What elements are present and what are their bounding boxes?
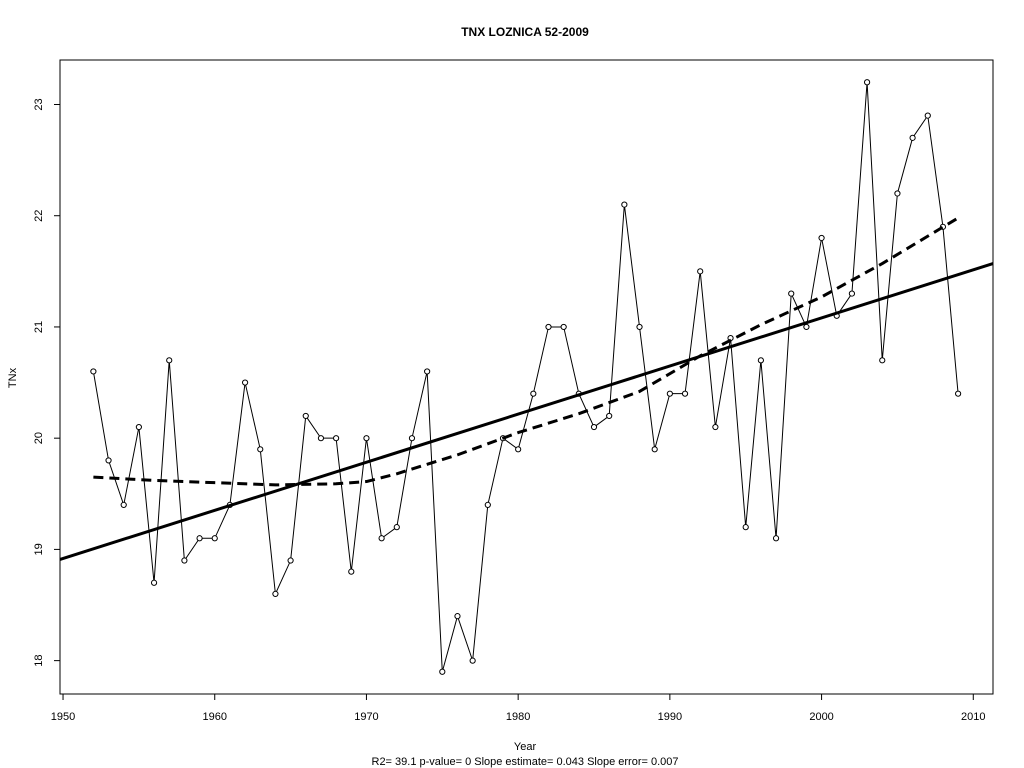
y-tick-label: 18 <box>33 655 45 667</box>
x-tick-label: 1960 <box>202 711 226 723</box>
tnx-data-point <box>863 79 871 86</box>
tnx-data-point <box>757 357 764 364</box>
tnx-data-point <box>333 435 340 442</box>
tnx-data-point <box>135 423 142 431</box>
tnx-data-point <box>651 446 658 453</box>
y-tick-label: 23 <box>33 98 45 110</box>
tnx-data-point <box>378 535 385 542</box>
tnx-data-point <box>257 446 264 453</box>
linear-trend-line <box>60 262 993 561</box>
tnx-data-point <box>150 579 158 586</box>
tnx-data-point <box>181 557 188 564</box>
tnx-data-point <box>105 457 112 464</box>
smoothed-trend-line <box>93 216 959 487</box>
x-tick-label: 2010 <box>961 711 985 723</box>
tnx-data-point <box>909 134 916 141</box>
tnx-data-point <box>439 668 446 675</box>
tnx-data-point <box>348 568 355 575</box>
x-tick-label: 1970 <box>354 711 378 723</box>
x-tick-label: 1980 <box>506 711 530 723</box>
tnx-data-point <box>211 535 218 542</box>
x-axis: 1950 1960 1970 1980 1990 2000 2010 <box>51 693 986 723</box>
tnx-data-point <box>894 190 901 197</box>
tnx-data-point <box>363 435 370 442</box>
tnx-data-point <box>302 412 309 420</box>
tnx-data-point <box>484 501 491 509</box>
tnx-data-point <box>166 357 173 364</box>
y-axis-label: TNx <box>7 367 19 388</box>
tnx-data-point <box>681 390 689 397</box>
tnx-data-point <box>712 423 719 431</box>
y-tick-label: 21 <box>33 321 45 333</box>
y-axis: 18 19 20 21 22 23 <box>33 98 60 667</box>
x-axis-label: Year <box>514 741 537 753</box>
tnx-data-point <box>772 535 780 542</box>
tnx-data-point <box>545 323 552 331</box>
tnx-data-point <box>469 657 476 664</box>
tnx-data-point <box>636 323 643 331</box>
tnx-data-point <box>515 446 522 453</box>
tnx-data-point <box>879 357 886 364</box>
tnx-data-point <box>606 412 613 420</box>
tnx-data-point <box>621 201 628 208</box>
tnx-data-point <box>287 557 294 564</box>
tnx-data-point <box>803 323 810 331</box>
tnx-data-point <box>272 590 279 597</box>
tnx-data-point <box>408 435 416 442</box>
tnx-data-point <box>742 524 749 531</box>
y-tick-label: 22 <box>33 210 45 222</box>
series-layer <box>60 79 993 675</box>
y-tick-label: 20 <box>33 432 45 444</box>
tnx-data-point <box>393 524 400 531</box>
tnx-data-point <box>454 613 461 620</box>
tnx-data-point <box>590 423 598 431</box>
tnx-data-point <box>666 390 673 397</box>
tnx-data-point <box>848 290 856 297</box>
tnx-data-point <box>120 501 127 509</box>
tnx-data-point <box>317 435 325 442</box>
y-tick-label: 19 <box>33 543 45 555</box>
tnx-data-point <box>788 290 795 297</box>
x-tick-label: 2000 <box>809 711 833 723</box>
x-tick-label: 1990 <box>658 711 682 723</box>
tnx-data-point <box>530 390 537 397</box>
tnx-data-point <box>241 379 249 386</box>
chart-title: TNX LOZNICA 52-2009 <box>461 25 589 39</box>
tnx-data-point <box>697 268 704 275</box>
plot-frame <box>59 59 994 695</box>
x-tick-label: 1950 <box>51 711 75 723</box>
tnx-data-point <box>196 535 203 542</box>
tnx-data-point <box>924 112 931 119</box>
regression-stats-line: R2= 39.1 p-value= 0 Slope estimate= 0.04… <box>372 756 679 768</box>
tnx-data-point <box>560 323 567 331</box>
tnx-data-point <box>818 234 825 242</box>
tnx-data-point <box>424 368 431 375</box>
tnx-data-point <box>90 368 97 375</box>
tnx-data-point <box>955 390 962 397</box>
tnx-annual-series-line <box>92 82 959 672</box>
